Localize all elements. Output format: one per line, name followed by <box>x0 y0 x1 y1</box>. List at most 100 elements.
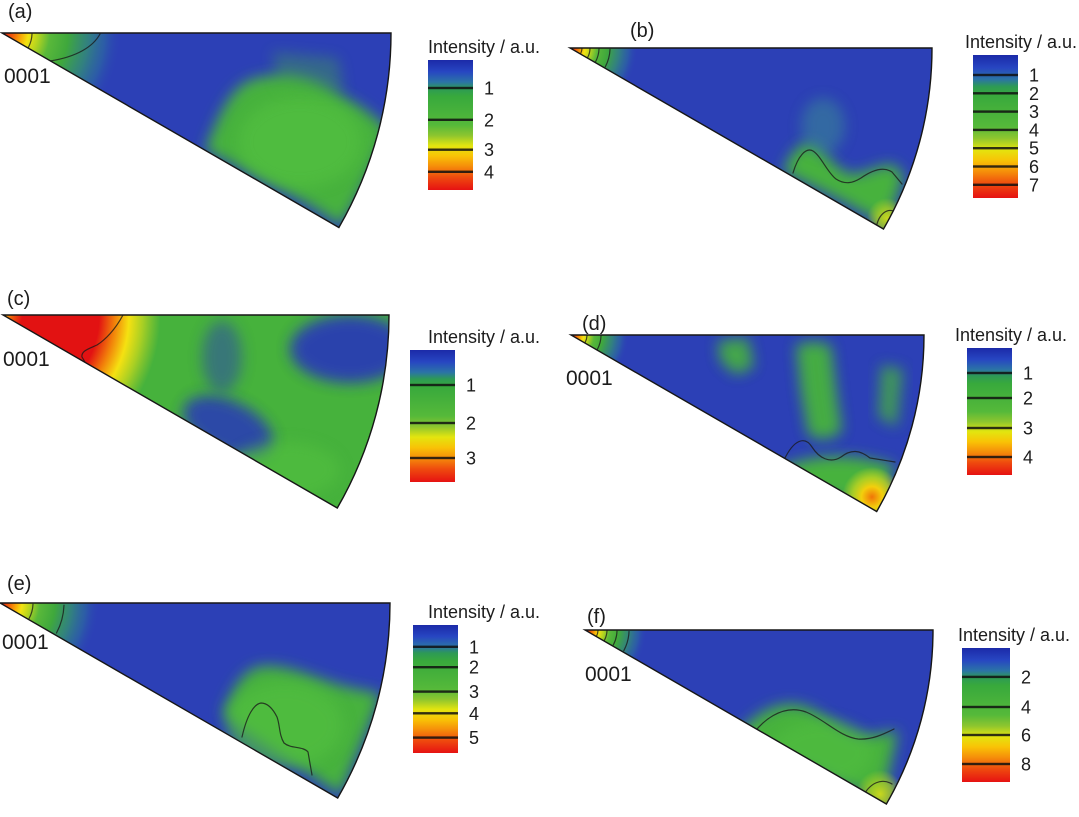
panel-label-c: (c) <box>7 288 30 310</box>
colorbar-tick-label: 5 <box>1029 139 1039 159</box>
colorbar-title: Intensity / a.u. <box>958 625 1070 645</box>
contour-line <box>792 149 903 185</box>
colorbar-tick <box>962 705 1010 709</box>
colorbar-tick <box>973 128 1018 132</box>
colorbar-tick <box>962 762 1010 766</box>
colorbar-tick <box>410 383 455 387</box>
colorbar-tick <box>410 421 455 425</box>
colorbar-tick <box>428 148 473 151</box>
colorbar-gradient <box>973 55 1018 198</box>
colorbar-tick <box>962 675 1010 679</box>
wedge-plot-c <box>3 315 389 508</box>
colorbar-tick <box>967 426 1012 430</box>
panel-f: (f) 0001 Intensity / a.u. 2 4 6 8 <box>582 606 1070 805</box>
colorbar-title: Intensity / a.u. <box>428 327 540 347</box>
colorbar-tick-label: 3 <box>1023 419 1033 439</box>
wedge-plot-d <box>571 335 924 512</box>
contour-line <box>49 33 101 62</box>
wedge-outline <box>567 47 933 230</box>
colorbar-tick-label: 1 <box>484 79 494 99</box>
colorbar-tick <box>413 666 458 669</box>
colorbar-tick <box>413 736 458 739</box>
colorbar-title: Intensity / a.u. <box>428 37 540 57</box>
colorbar-tick <box>973 147 1018 150</box>
colorbar-tick <box>962 733 1010 737</box>
apex-maximum <box>570 48 638 116</box>
colorbar-tick <box>413 690 458 693</box>
colorbar-tick-label: 1 <box>466 376 476 396</box>
colorbar-tick <box>973 110 1018 113</box>
panel-label-b: (b) <box>630 20 654 42</box>
colorbar-tick <box>428 86 473 90</box>
intensity-hot-region <box>867 198 907 229</box>
colorbar-tick-label: 4 <box>484 162 494 182</box>
colorbar-tick-label: 7 <box>1029 175 1039 195</box>
contour-line <box>27 33 33 48</box>
colorbar-title: Intensity / a.u. <box>428 602 540 622</box>
intensity-region <box>227 683 343 767</box>
colorbar-tick <box>428 170 473 173</box>
wedge-outline <box>0 602 391 799</box>
colorbar-tick <box>973 73 1018 77</box>
colorbar-title: Intensity / a.u. <box>955 325 1067 345</box>
contour-line <box>596 335 602 350</box>
colorbar-tick-label: 2 <box>484 110 494 130</box>
intensity-region <box>290 315 389 383</box>
contour-line <box>612 630 618 646</box>
contour-line <box>783 440 896 463</box>
wedge-outline <box>0 32 392 229</box>
panel-a: (a) 0001 Intensity / a.u. 1 2 34 <box>0 1 540 229</box>
contour-line <box>55 604 65 634</box>
colorbar-tick <box>973 165 1018 168</box>
wedge-plot-e <box>0 603 390 798</box>
intensity-region <box>718 338 754 375</box>
colorbar-gradient <box>962 648 1010 782</box>
colorbar-tick-label: 4 <box>1021 698 1031 718</box>
colorbar-tick-label: 1 <box>1023 364 1033 384</box>
wedge-plot-a <box>2 33 391 228</box>
colorbar-title: Intensity / a.u. <box>965 32 1077 52</box>
intensity-hot-region <box>856 770 904 804</box>
corner-label-0001: 0001 <box>3 348 50 371</box>
intensity-hot-region <box>842 467 902 512</box>
panel-e: (e) 0001 Intensity / a.u. 12 34 5 <box>0 573 540 799</box>
colorbar-tick <box>973 183 1018 186</box>
colorbar-tick-label: 2 <box>1021 667 1031 687</box>
panel-label-a: (a) <box>8 1 32 23</box>
apex-maximum <box>3 315 178 490</box>
colorbar-tick <box>973 92 1018 95</box>
colorbar-tick <box>967 455 1012 459</box>
colorbar-tick-label: 6 <box>1021 726 1031 746</box>
corner-label-0001: 0001 <box>585 663 632 686</box>
intensity-region <box>801 98 845 154</box>
panel-d: (d) 0001 Intensity / a.u. 1 2 3 4 <box>566 313 1067 513</box>
wedge-plot-f <box>585 630 933 804</box>
colorbar-tick-label: 2 <box>469 658 479 678</box>
colorbar-tick <box>967 371 1012 375</box>
wedge-outline <box>0 314 390 509</box>
contour-line <box>28 603 34 620</box>
intensity-region <box>202 321 242 393</box>
colorbar-gradient <box>428 60 473 190</box>
colorbar-tick-label: 2 <box>466 414 476 434</box>
colorbar-tick-label: 4 <box>1029 120 1039 140</box>
corner-label-0001: 0001 <box>4 65 51 88</box>
intensity-region <box>230 442 340 498</box>
colorbar-tick-label: 4 <box>1023 448 1033 468</box>
colorbar-tick-label: 4 <box>469 704 479 724</box>
contour-line <box>603 630 608 641</box>
colorbar-tick-label: 3 <box>469 682 479 702</box>
corner-label-0001: 0001 <box>2 631 49 654</box>
panel-label-e: (e) <box>7 573 31 595</box>
intensity-region <box>796 342 842 440</box>
colorbar-tick <box>967 396 1012 400</box>
contour-line <box>604 48 611 68</box>
colorbar-gradient <box>413 625 458 753</box>
colorbar-tick-label: 2 <box>1029 84 1039 104</box>
contour-line <box>623 630 630 652</box>
corner-label-0001: 0001 <box>566 367 613 390</box>
contour-line <box>595 48 600 63</box>
wedge-outline <box>568 334 925 513</box>
intensity-region <box>770 720 874 786</box>
